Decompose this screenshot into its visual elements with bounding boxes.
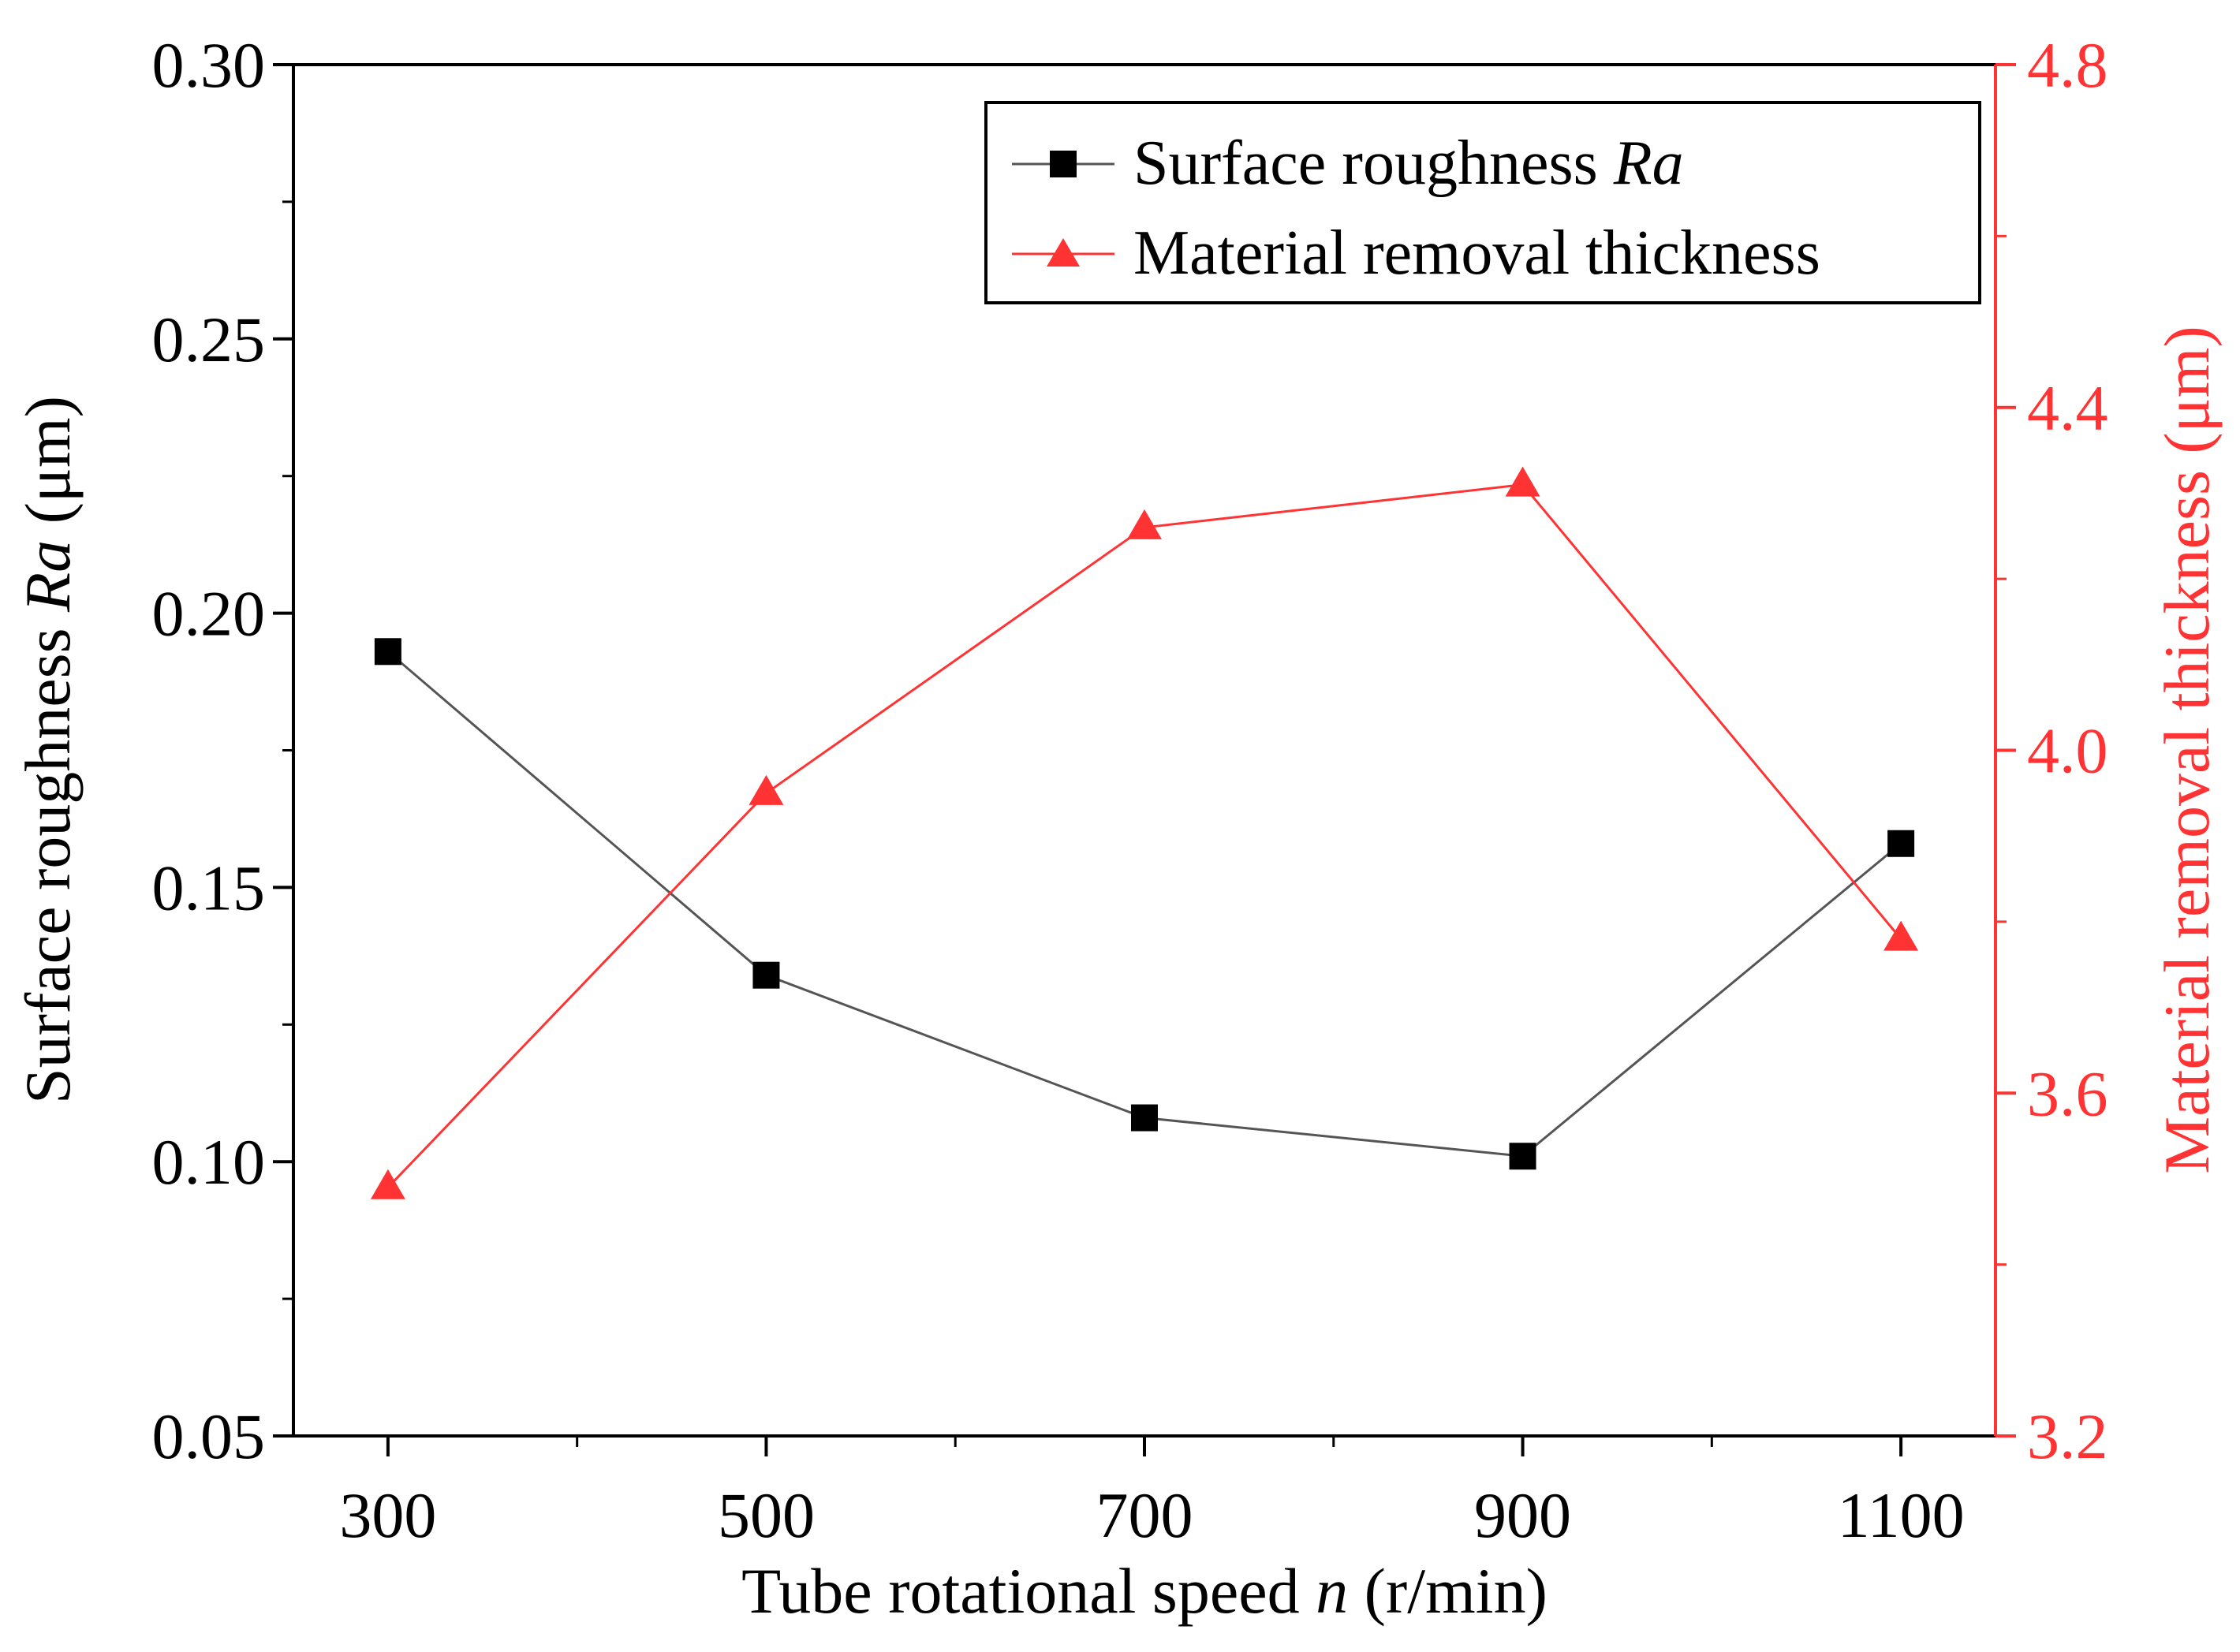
left-y-tick-label: 0.30 — [152, 29, 266, 101]
x-tick-label: 500 — [718, 1479, 815, 1551]
data-point-triangle — [1127, 509, 1162, 539]
right-y-tick-label: 4.8 — [2027, 29, 2108, 101]
data-point-square — [1509, 1143, 1536, 1170]
series-surface-roughness — [374, 638, 1915, 1170]
right-y-axis-ticks: 3.2 3.6 4.0 4.4 4.8 — [1995, 29, 2108, 1472]
data-point-square — [1887, 830, 1915, 857]
left-y-tick-label: 0.20 — [152, 578, 266, 650]
legend-marker-triangle — [1047, 238, 1080, 267]
left-y-tick-label: 0.10 — [152, 1126, 266, 1198]
data-point-triangle — [1505, 466, 1540, 497]
series-line — [386, 651, 1902, 1158]
left-y-axis-title: Surface roughness Ra (μm) — [12, 396, 84, 1104]
right-y-tick-label: 3.2 — [2027, 1400, 2108, 1472]
x-tick-label: 300 — [339, 1479, 436, 1551]
right-y-tick-label: 4.0 — [2027, 715, 2108, 787]
data-point-triangle — [370, 1169, 405, 1199]
right-y-tick-label: 4.4 — [2027, 372, 2108, 444]
right-y-tick-label: 3.6 — [2027, 1057, 2108, 1129]
x-tick-label: 900 — [1474, 1479, 1571, 1551]
data-point-triangle — [749, 774, 784, 805]
data-point-square — [1131, 1104, 1158, 1132]
left-y-tick-label: 0.25 — [152, 304, 266, 375]
legend-label-removal: Material removal thickness — [1133, 218, 1820, 288]
right-y-axis-title: Material removal thickness (μm) — [2151, 326, 2223, 1173]
data-point-square — [752, 961, 780, 989]
x-axis-title: Tube rotational speed n (r/min) — [741, 1555, 1547, 1627]
series-line — [386, 483, 1902, 1188]
legend-box — [984, 101, 1981, 304]
legend-marker-square — [1050, 151, 1077, 177]
left-y-axis-ticks: 0.05 0.10 0.15 0.20 0.25 0.30 — [152, 29, 293, 1472]
series-material-removal-thickness — [370, 466, 1919, 1199]
x-axis-ticks: 300 500 700 900 1100 — [339, 1436, 1965, 1551]
data-point-triangle — [1883, 920, 1919, 951]
left-y-tick-label: 0.05 — [152, 1400, 266, 1472]
left-y-tick-label: 0.15 — [152, 852, 266, 923]
legend: Surface roughness Ra Material removal th… — [984, 101, 1981, 304]
x-tick-label: 1100 — [1838, 1479, 1965, 1551]
data-point-square — [374, 638, 401, 666]
series-layer — [370, 466, 1919, 1199]
x-tick-label: 700 — [1096, 1479, 1193, 1551]
legend-label-roughness: Surface roughness Ra — [1133, 129, 1684, 198]
